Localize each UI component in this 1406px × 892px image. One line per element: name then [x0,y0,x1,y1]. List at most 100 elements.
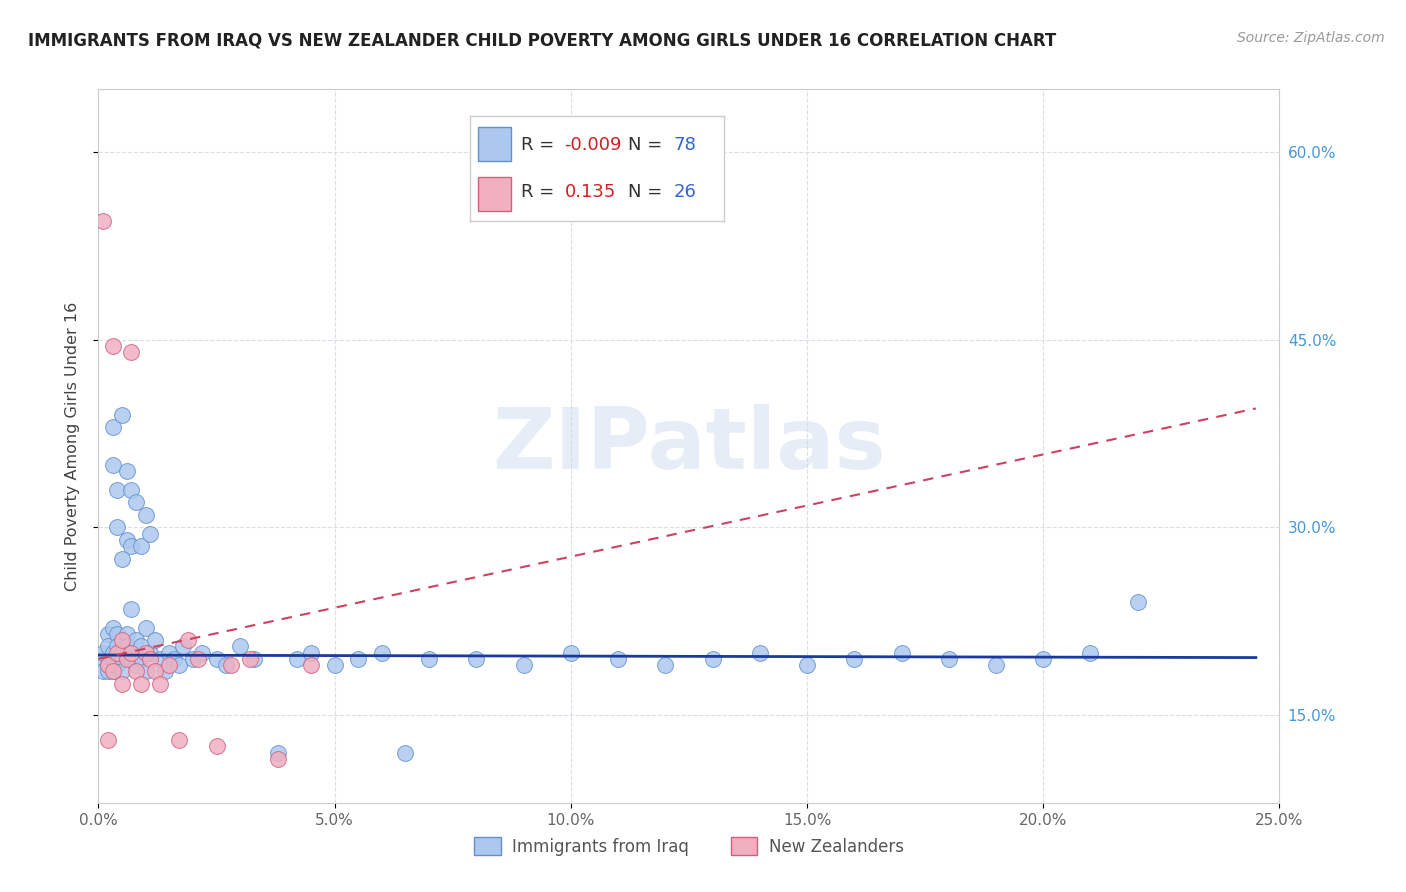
Point [111,408,134,422]
Point [105,483,128,497]
Point [105,640,128,654]
Point [267,746,290,760]
Point [121,539,143,553]
Point [135,665,157,679]
Point [97,658,120,673]
Point [139,526,162,541]
Point [167,733,190,747]
Point [101,458,124,472]
Point [129,677,152,691]
Legend: Immigrants from Iraq, New Zealanders: Immigrants from Iraq, New Zealanders [467,830,911,863]
Point [121,601,143,615]
Point [135,508,157,522]
Text: Source: ZipAtlas.com: Source: ZipAtlas.com [1237,31,1385,45]
Point [139,646,162,660]
Point [167,658,190,673]
Point [163,652,186,666]
Point [97,733,120,747]
Point [560,646,582,660]
Point [97,658,120,673]
Point [129,640,152,654]
Point [654,658,676,673]
Y-axis label: Child Poverty Among Girls Under 16: Child Poverty Among Girls Under 16 [65,301,80,591]
Point [91,213,114,227]
Point [239,652,262,666]
Point [101,665,124,679]
Point [101,339,124,353]
Text: IMMIGRANTS FROM IRAQ VS NEW ZEALANDER CHILD POVERTY AMONG GIRLS UNDER 16 CORRELA: IMMIGRANTS FROM IRAQ VS NEW ZEALANDER CH… [28,31,1056,49]
Point [101,621,124,635]
Point [115,640,138,654]
Point [125,495,148,509]
Point [143,633,166,648]
Point [115,464,138,478]
Point [111,551,134,566]
Point [229,640,252,654]
Point [181,652,204,666]
Point [101,665,124,679]
Point [91,652,114,666]
Point [111,652,134,666]
Point [177,633,200,648]
Point [105,646,128,660]
Point [796,658,818,673]
Point [844,652,866,666]
Point [101,652,124,666]
Point [125,665,148,679]
Point [267,752,290,766]
Point [323,658,346,673]
Point [394,746,416,760]
Point [205,739,228,754]
Point [111,646,134,660]
Point [115,533,138,547]
Point [418,652,440,666]
Point [97,627,120,641]
Point [129,539,152,553]
Point [153,665,176,679]
Point [135,646,157,660]
Point [285,652,308,666]
Point [105,520,128,534]
Point [205,652,228,666]
Point [101,646,124,660]
Point [111,633,134,648]
Point [111,665,134,679]
Point [243,652,266,666]
Point [172,640,194,654]
Point [125,658,148,673]
Point [607,652,630,666]
Point [105,627,128,641]
Point [299,646,322,660]
Point [97,640,120,654]
Point [157,658,180,673]
Point [1126,595,1149,609]
Point [465,652,488,666]
Point [702,652,724,666]
Point [121,652,143,666]
Point [115,627,138,641]
Point [984,658,1007,673]
Point [938,652,960,666]
Point [129,652,152,666]
Point [121,646,143,660]
Point [91,665,114,679]
Point [215,658,238,673]
Point [512,658,534,673]
Point [97,665,120,679]
Point [371,646,394,660]
Point [139,652,162,666]
Point [157,646,180,660]
Point [111,677,134,691]
Point [121,345,143,359]
Point [219,658,242,673]
Point [91,646,114,660]
Point [149,652,172,666]
Point [187,652,209,666]
Point [1032,652,1054,666]
Point [105,658,128,673]
Point [149,677,172,691]
Point [748,646,770,660]
Point [143,665,166,679]
Point [125,633,148,648]
Point [135,621,157,635]
